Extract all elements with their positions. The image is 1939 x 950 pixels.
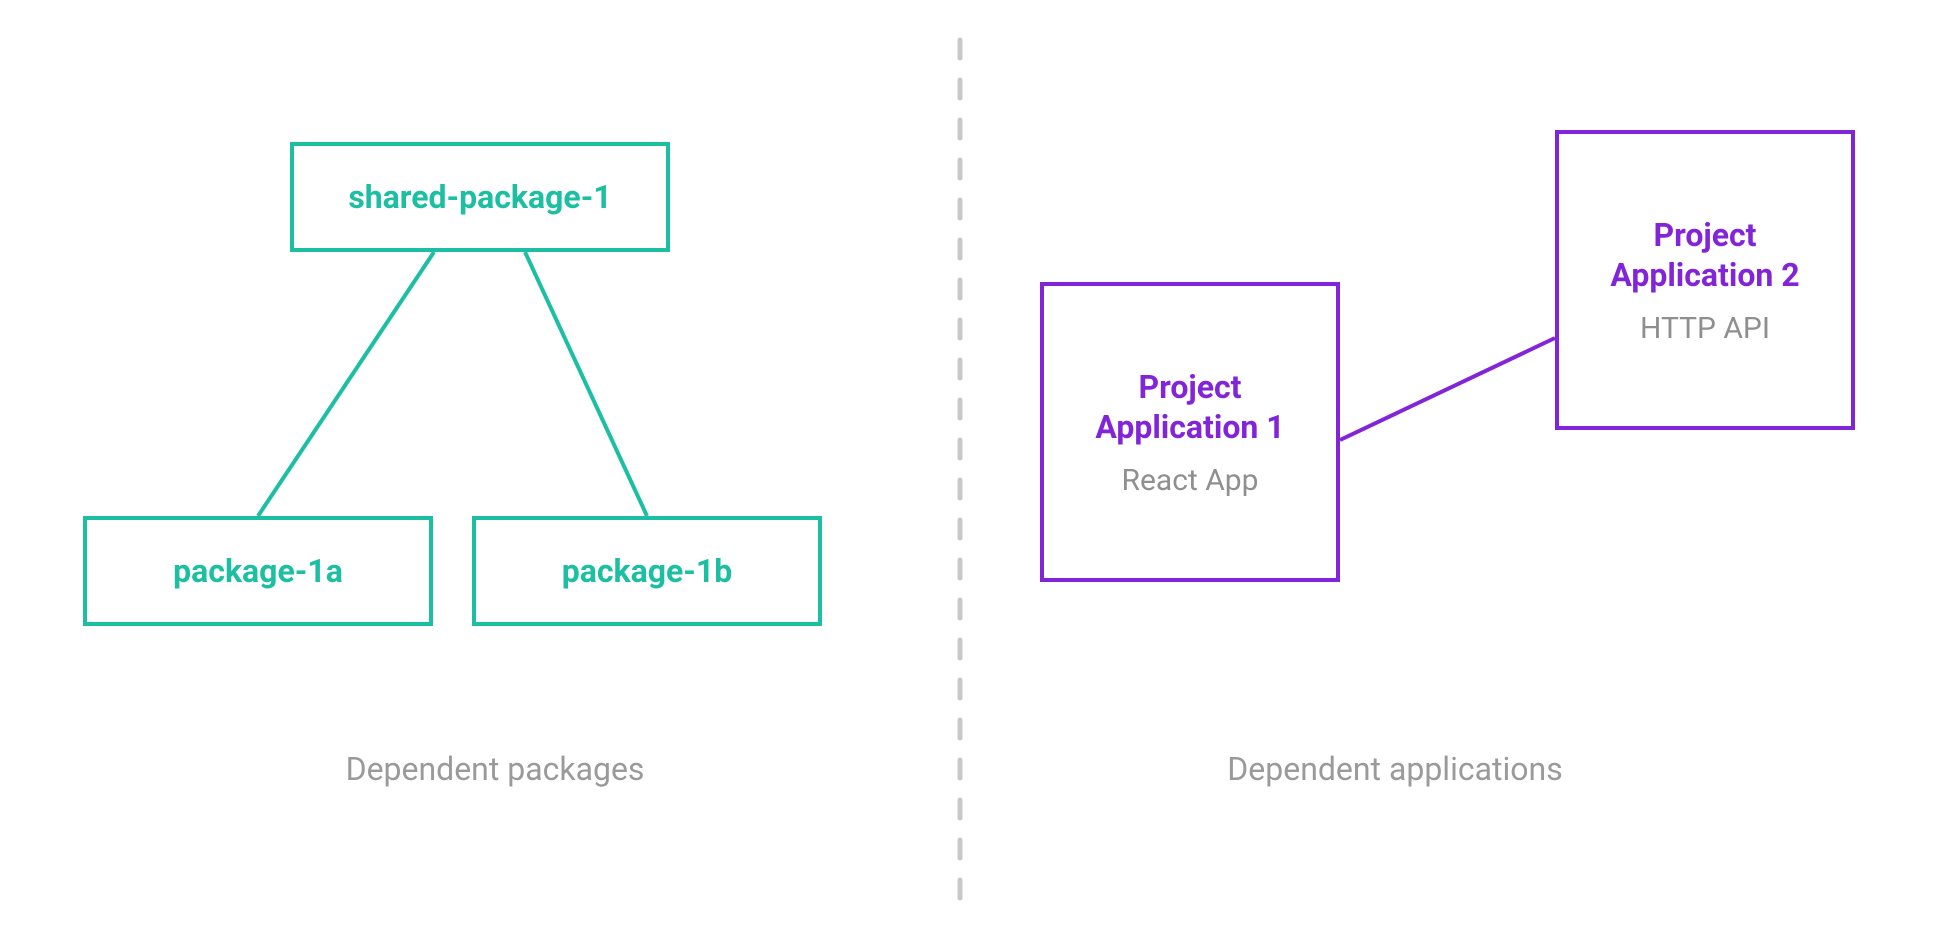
node-app2-subtitle: HTTP API bbox=[1640, 311, 1770, 346]
node-app1-subtitle: React App bbox=[1122, 463, 1259, 498]
node-package-1a-label: package-1a bbox=[155, 551, 361, 591]
node-shared-package-1-label: shared-package-1 bbox=[330, 177, 629, 217]
edge-shared-pkg1b bbox=[525, 252, 647, 516]
edge-shared-pkg1a bbox=[258, 252, 434, 516]
diagram-canvas: shared-package-1 package-1a package-1b P… bbox=[0, 0, 1939, 950]
node-package-1b: package-1b bbox=[472, 516, 822, 626]
node-package-1b-label: package-1b bbox=[544, 551, 751, 591]
node-package-1a: package-1a bbox=[83, 516, 433, 626]
node-project-application-2: Project Application 2 HTTP API bbox=[1555, 130, 1855, 430]
node-project-application-1: Project Application 1 React App bbox=[1040, 282, 1340, 582]
caption-dependent-applications: Dependent applications bbox=[1095, 750, 1695, 788]
node-app1-title: Project Application 1 bbox=[1044, 367, 1336, 447]
caption-dependent-packages: Dependent packages bbox=[245, 750, 745, 788]
node-app2-title: Project Application 2 bbox=[1559, 215, 1851, 295]
node-shared-package-1: shared-package-1 bbox=[290, 142, 670, 252]
edge-app1-app2 bbox=[1340, 338, 1555, 440]
